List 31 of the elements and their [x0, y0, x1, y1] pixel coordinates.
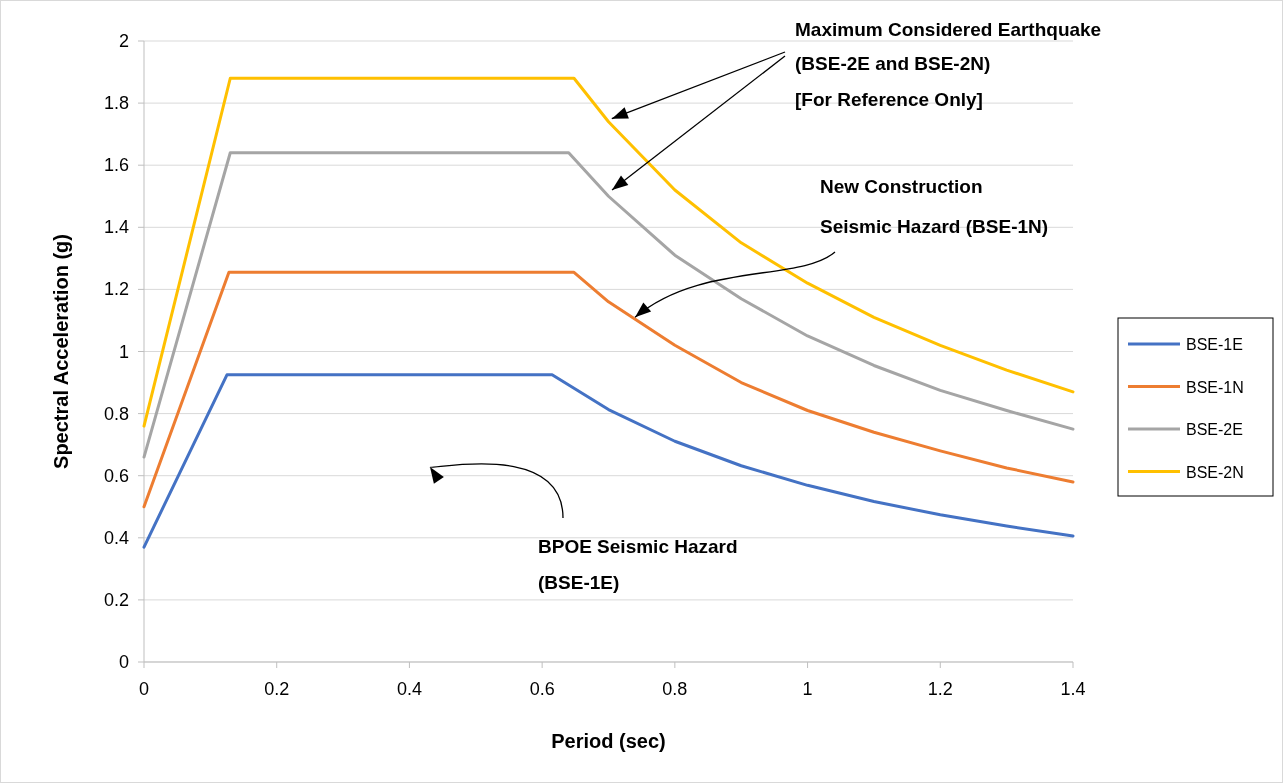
annotation: BPOE Seismic Hazard (BSE-1E)	[538, 536, 738, 593]
x-tick-label: 1	[802, 679, 813, 699]
line-series	[142, 76, 1075, 428]
y-tick-label: 0.6	[103, 465, 129, 486]
x-tick-label: 0.2	[264, 679, 290, 699]
y-tick-label: 0.4	[103, 527, 129, 548]
y-tick-label: 1.8	[103, 93, 129, 114]
legend-label: BSE-1E	[1186, 336, 1243, 353]
y-axis-title: Spectral Acceleration (g)	[50, 234, 72, 469]
x-axis-title: Period (sec)	[551, 730, 666, 752]
x-tick-label: 1.2	[927, 679, 953, 699]
y-tick-label: 1	[118, 341, 129, 362]
y-tick-label: 0	[118, 652, 129, 672]
legend-label: BSE-1N	[1186, 378, 1244, 396]
line-series	[142, 151, 1075, 459]
y-tick-label: 1.2	[103, 279, 129, 300]
y-tick-label: 0.2	[103, 589, 129, 610]
x-tick-label: 0.4	[396, 679, 422, 699]
x-tick-label: 0.6	[529, 679, 555, 699]
x-tick-label: 0.8	[662, 679, 688, 699]
annotation: New Construction Seismic Hazard (BSE-1N)	[820, 176, 1049, 237]
line-series	[142, 270, 1075, 509]
x-tick-label: 1.4	[1060, 679, 1086, 699]
legend-label: BSE-2N	[1186, 463, 1244, 481]
x-tick-label: 0	[138, 679, 150, 699]
y-tick-label: 0.8	[103, 403, 129, 424]
annotation: Maximum Considered Earthquake (BSE-2E and BSE-2N) [For Reference Only]	[795, 19, 1102, 110]
y-tick-label: 2	[118, 31, 129, 51]
legend-label: BSE-2E	[1186, 421, 1243, 438]
y-tick-label: 1.6	[103, 155, 129, 176]
y-tick-label: 1.4	[103, 217, 129, 238]
